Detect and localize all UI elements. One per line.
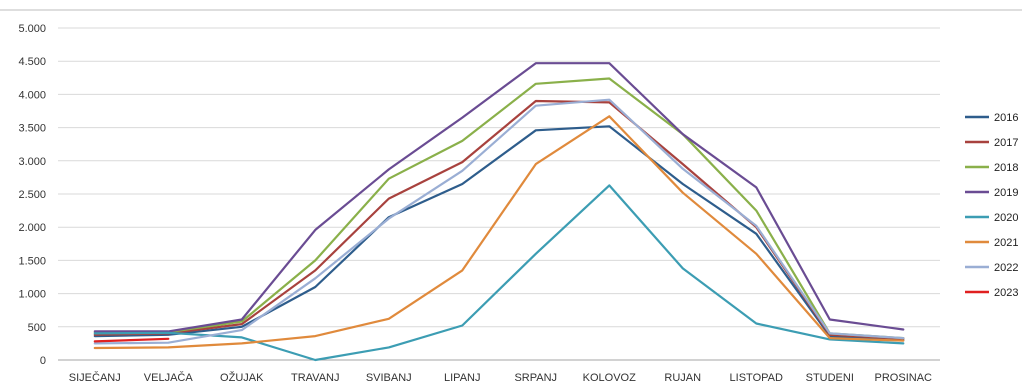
legend-label: 2021 xyxy=(994,237,1018,249)
y-tick-label: 1.000 xyxy=(18,289,46,301)
x-tick-label: SIJEČANJ xyxy=(69,371,121,384)
y-tick-label: 1.500 xyxy=(18,255,46,267)
series-line-2016 xyxy=(93,125,905,342)
series-line-2020 xyxy=(93,184,905,362)
x-tick-label: TRAVANJ xyxy=(291,372,340,384)
y-axis-tick-labels: 0 500 1.000 1.500 2.000 2.500 3.000 3.500 4.000 4… xyxy=(18,23,46,367)
y-tick-label: 2.000 xyxy=(18,222,46,234)
y-tick-label: 0 xyxy=(40,355,46,367)
legend-label: 2022 xyxy=(994,262,1018,274)
series-line-2021 xyxy=(93,115,905,350)
x-tick-label: PROSINAC xyxy=(875,372,933,384)
legend-label: 2023 xyxy=(994,287,1018,299)
legend-label: 2017 xyxy=(994,137,1018,149)
y-tick-label: 2.500 xyxy=(18,189,46,201)
x-tick-label: STUDENI xyxy=(806,372,854,384)
series-line-2022 xyxy=(93,98,905,345)
legend: 2016 2017 2018 2019 2020 2021 2022 2023 xyxy=(965,112,1018,299)
x-tick-label: SRPANJ xyxy=(514,372,557,384)
series-line-2023 xyxy=(93,337,170,343)
x-tick-label: SVIBANJ xyxy=(366,372,412,384)
y-tick-label: 4.000 xyxy=(18,89,46,101)
x-tick-label: OŽUJAK xyxy=(220,371,264,384)
series-lines xyxy=(93,62,905,362)
series-line-2017 xyxy=(93,99,905,340)
legend-label: 2020 xyxy=(994,212,1018,224)
x-tick-label: RUJAN xyxy=(664,372,701,384)
y-tick-label: 3.000 xyxy=(18,156,46,168)
series-line-2019 xyxy=(93,62,905,333)
legend-label: 2019 xyxy=(994,187,1018,199)
y-tick-label: 4.500 xyxy=(18,56,46,68)
x-tick-label: KOLOVOZ xyxy=(583,372,636,384)
y-tick-label: 5.000 xyxy=(18,23,46,35)
y-tick-label: 3.500 xyxy=(18,123,46,135)
gridlines xyxy=(0,9,1022,361)
series-line-2018 xyxy=(93,77,905,340)
x-axis-tick-labels: SIJEČANJ VELJAČA OŽUJAK TRAVANJ SVIBANJ LIPAN… xyxy=(69,371,932,384)
legend-label: 2018 xyxy=(994,162,1018,174)
legend-label: 2016 xyxy=(994,112,1018,124)
x-tick-label: LISTOPAD xyxy=(730,372,783,384)
x-tick-label: LIPANJ xyxy=(444,372,480,384)
y-tick-label: 500 xyxy=(28,322,46,334)
x-tick-label: VELJAČA xyxy=(144,371,194,384)
